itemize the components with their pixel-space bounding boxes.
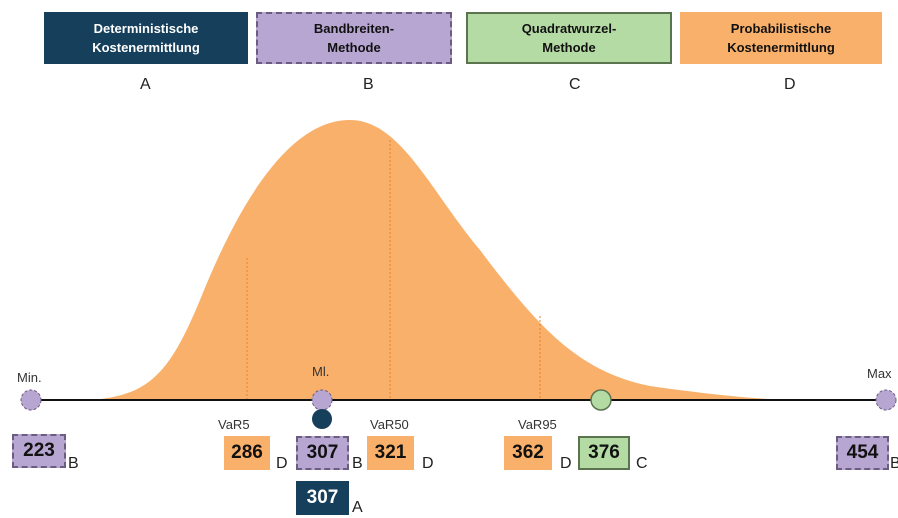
legend-text: Quadratwurzel- — [521, 21, 617, 36]
marker-label: Ml. — [312, 364, 330, 379]
value-box: 454 — [836, 436, 889, 470]
legend-text: Bandbreiten- — [313, 21, 395, 36]
value-box: 286 — [224, 436, 270, 470]
value-box: 321 — [367, 436, 414, 470]
box-letter: B — [68, 455, 79, 472]
value-box: 307 — [296, 481, 349, 515]
marker-label: VaR5 — [218, 417, 250, 432]
min-marker — [20, 389, 42, 411]
legend-letter: C — [569, 76, 581, 93]
legend-text: Methode — [542, 40, 596, 55]
legend-text: Kostenermittlung — [727, 40, 835, 55]
legend-letter: A — [140, 76, 151, 93]
legend-letter: B — [363, 76, 374, 93]
legend-text: Kostenermittlung — [92, 40, 200, 55]
value-box: 307 — [296, 436, 349, 470]
legend-box: Bandbreiten- Methode — [256, 12, 452, 64]
value-box: 362 — [504, 436, 552, 470]
box-letter: B — [352, 455, 363, 472]
legend-text: Deterministische — [93, 21, 199, 36]
legend-box: Deterministische Kostenermittlung — [44, 12, 248, 64]
legend-box: Probabilistische Kostenermittlung — [680, 12, 882, 64]
box-letter: A — [352, 499, 363, 516]
marker-label: Max — [867, 366, 892, 381]
value-box: 376 — [578, 436, 630, 470]
legend-box: Quadratwurzel- Methode — [466, 12, 672, 64]
value-box: 223 — [12, 434, 66, 468]
marker-label: VaR95 — [518, 417, 557, 432]
legend-text: Probabilistische — [730, 21, 832, 36]
legend-letter: D — [784, 76, 796, 93]
legend-text: Methode — [327, 40, 381, 55]
marker-label: Min. — [17, 370, 42, 385]
max-marker — [875, 389, 897, 411]
density-curve — [90, 120, 790, 400]
box-letter: D — [560, 455, 572, 472]
c-marker — [590, 389, 612, 411]
box-letter: C — [636, 455, 648, 472]
ml-marker — [311, 389, 333, 411]
a-marker — [312, 409, 332, 429]
marker-label: VaR50 — [370, 417, 409, 432]
box-letter: B — [890, 455, 898, 472]
box-letter: D — [276, 455, 288, 472]
box-letter: D — [422, 455, 434, 472]
